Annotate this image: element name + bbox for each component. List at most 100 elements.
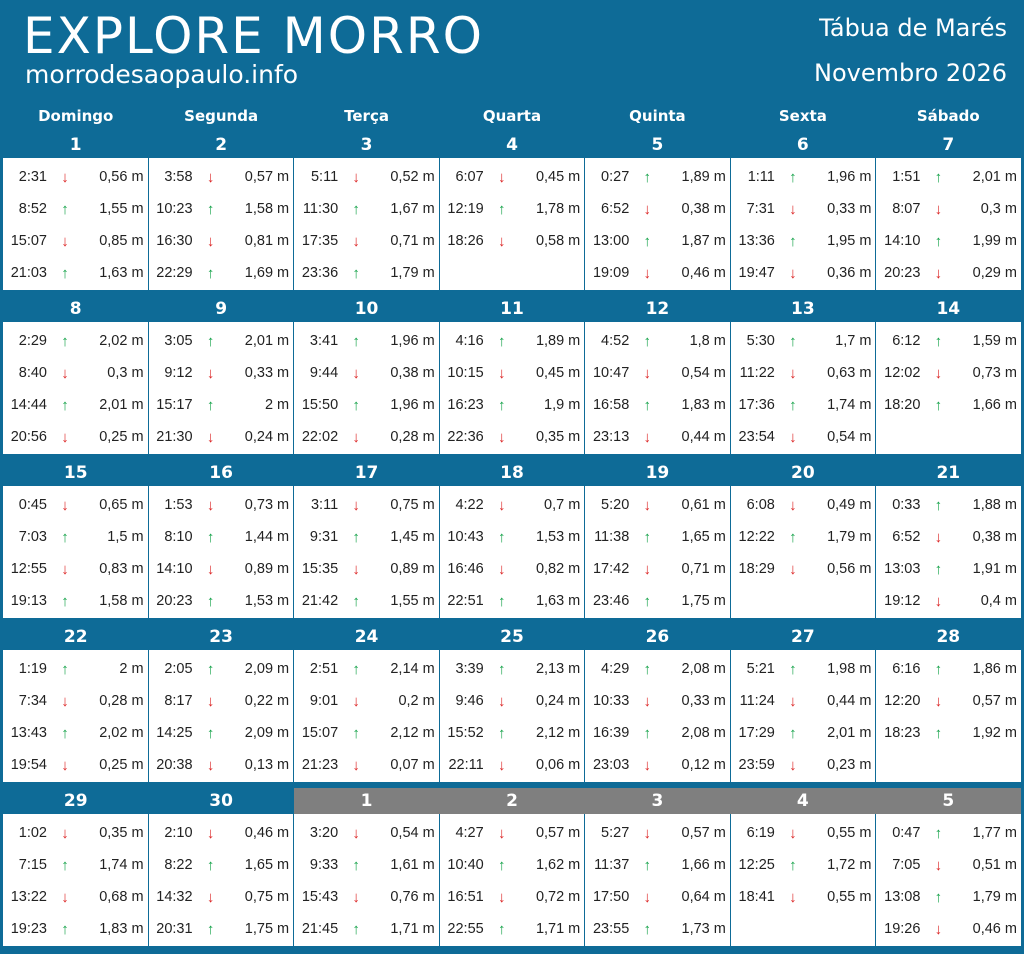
arrow-up-icon: ↑ xyxy=(497,920,506,938)
tide-entry: 21:23 ↓ 0,07 m xyxy=(294,749,439,781)
arrow-up-icon: ↑ xyxy=(789,396,797,414)
tide-height: 1,58 m xyxy=(99,593,144,609)
tide-time: 12:22 xyxy=(738,529,775,545)
tide-entry: 1:19 ↑ 2 m xyxy=(3,653,148,685)
tide-time: 2:51 xyxy=(309,661,339,677)
tide-time: 5:30 xyxy=(746,333,775,349)
tide-time: 6:52 xyxy=(892,529,921,545)
tide-height: 1,7 m xyxy=(835,333,872,349)
day-cell: 4:22 ↓ 0,7 m 10:43 ↑ 1,53 m 16:46 ↓ 0,82 m 22:51 ↑… xyxy=(439,486,585,618)
tide-height: 2,08 m xyxy=(681,725,726,741)
tide-height: 1,96 m xyxy=(390,397,435,413)
tide-height: 1,98 m xyxy=(827,661,872,677)
day-number-next-month: 1 xyxy=(293,788,440,814)
tide-entry: 11:24 ↓ 0,44 m xyxy=(731,685,876,717)
tide-height: 1,45 m xyxy=(390,529,435,545)
tide-entry: 7:15 ↑ 1,74 m xyxy=(3,849,148,881)
tide-time: 9:33 xyxy=(309,857,339,873)
tide-time: 23:59 xyxy=(738,757,775,773)
tide-entry: 14:10 ↓ 0,89 m xyxy=(149,553,294,585)
tide-height: 0,71 m xyxy=(390,233,435,249)
tide-height: 0,38 m xyxy=(972,529,1017,545)
tide-time: 12:02 xyxy=(884,365,921,381)
tide-cells-row: 2:31 ↓ 0,56 m 8:52 ↑ 1,55 m 15:07 ↓ 0,85 m 21:03 ↑… xyxy=(3,158,1021,290)
arrow-up-icon: ↑ xyxy=(789,724,797,742)
tide-height: 1,87 m xyxy=(681,233,726,249)
tide-time: 6:12 xyxy=(892,333,921,349)
tide-entry: 15:35 ↓ 0,89 m xyxy=(294,553,439,585)
tide-entry: 11:30 ↑ 1,67 m xyxy=(294,193,439,225)
weekday-tuesday: Terça xyxy=(344,107,389,125)
tide-time: 9:12 xyxy=(164,365,193,381)
tide-height: 0,46 m xyxy=(972,921,1017,937)
tide-entry: 18:29 ↓ 0,56 m xyxy=(731,553,876,585)
tide-time: 13:36 xyxy=(738,233,775,249)
tide-entry: 2:29 ↑ 2,02 m xyxy=(3,325,148,357)
tide-height: 0,13 m xyxy=(244,757,290,773)
arrow-up-icon: ↑ xyxy=(352,856,360,874)
tide-height: 1,79 m xyxy=(972,889,1017,905)
arrow-up-icon: ↑ xyxy=(789,168,797,186)
tide-entry: 4:16 ↑ 1,89 m xyxy=(440,325,585,357)
tide-height: 1,69 m xyxy=(244,265,290,281)
tide-time: 21:30 xyxy=(156,429,193,445)
day-number-next-month: 3 xyxy=(584,788,731,814)
day-number: 9 xyxy=(215,299,228,319)
arrow-down-icon: ↓ xyxy=(206,364,215,382)
arrow-down-icon: ↓ xyxy=(934,692,943,710)
tide-height: 1,88 m xyxy=(972,497,1017,513)
tide-entry: 4:22 ↓ 0,7 m xyxy=(440,489,585,521)
arrow-up-icon: ↑ xyxy=(934,396,943,414)
tide-time: 2:29 xyxy=(18,333,47,349)
calendar-weeks: 1 2 3 4 5 6 7 2:31 ↓ 0,56 m 8:52 ↑ 1,55 m 15:07 ↓ 0,85 … xyxy=(3,132,1021,946)
tide-time: 20:38 xyxy=(156,757,193,773)
arrow-up-icon: ↑ xyxy=(643,232,652,250)
weekday-thursday: Quinta xyxy=(629,107,686,125)
tide-time: 6:07 xyxy=(455,169,484,185)
tide-time: 0:45 xyxy=(18,497,47,513)
tide-entry: 19:23 ↑ 1,83 m xyxy=(3,913,148,945)
tide-height: 0,73 m xyxy=(244,497,290,513)
tide-time: 5:11 xyxy=(310,169,339,185)
tide-height: 1,65 m xyxy=(681,529,726,545)
tide-height: 0,61 m xyxy=(681,497,726,513)
weekday-monday: Segunda xyxy=(184,107,259,125)
tide-time: 7:31 xyxy=(746,201,775,217)
tide-height: 1,72 m xyxy=(827,857,872,873)
tide-entry: 0:27 ↑ 1,89 m xyxy=(585,161,730,193)
tide-time: 14:44 xyxy=(10,397,47,413)
tide-height: 0,73 m xyxy=(972,365,1017,381)
weekday-wednesday: Quarta xyxy=(482,107,542,125)
arrow-up-icon: ↑ xyxy=(934,496,943,514)
arrow-up-icon: ↑ xyxy=(206,264,215,282)
arrow-up-icon: ↑ xyxy=(643,528,652,546)
tide-time: 10:15 xyxy=(447,365,484,381)
arrow-up-icon: ↑ xyxy=(206,660,215,678)
tide-height: 1,71 m xyxy=(535,921,581,937)
tide-entry: 8:07 ↓ 0,3 m xyxy=(876,193,1021,225)
tide-height: 1,59 m xyxy=(972,333,1017,349)
arrow-up-icon: ↑ xyxy=(61,332,69,350)
tide-time: 8:10 xyxy=(164,529,193,545)
day-cell: 6:08 ↓ 0,49 m 12:22 ↑ 1,79 m 18:29 ↓ 0,56 m xyxy=(730,486,876,618)
tide-entry: 13:36 ↑ 1,95 m xyxy=(731,225,876,257)
day-number: 13 xyxy=(791,299,815,319)
arrow-down-icon: ↓ xyxy=(934,200,943,218)
tide-time: 10:40 xyxy=(447,857,484,873)
day-cell: 6:12 ↑ 1,59 m 12:02 ↓ 0,73 m 18:20 ↑ 1,66 m xyxy=(876,322,1021,454)
tide-time: 15:35 xyxy=(301,561,339,577)
tide-height: 1,74 m xyxy=(99,857,144,873)
day-number: 4 xyxy=(506,135,518,155)
tide-height: 1,75 m xyxy=(681,593,726,609)
tide-time: 3:58 xyxy=(164,169,193,185)
day-number: 10 xyxy=(354,299,379,319)
tide-height: 2,01 m xyxy=(99,397,144,413)
tide-time: 13:22 xyxy=(10,889,47,905)
arrow-up-icon: ↑ xyxy=(789,660,797,678)
tide-entry: 13:00 ↑ 1,87 m xyxy=(585,225,730,257)
tide-entry: 15:07 ↓ 0,85 m xyxy=(3,225,148,257)
tide-height: 0,45 m xyxy=(535,365,581,381)
calendar-week: 8 9 10 11 12 13 14 2:29 ↑ 2,02 m 8:40 ↓ 0,3 m 14:44 ↑ 2… xyxy=(3,296,1021,454)
tide-entry: 18:26 ↓ 0,58 m xyxy=(440,225,585,257)
arrow-down-icon: ↓ xyxy=(643,824,652,842)
